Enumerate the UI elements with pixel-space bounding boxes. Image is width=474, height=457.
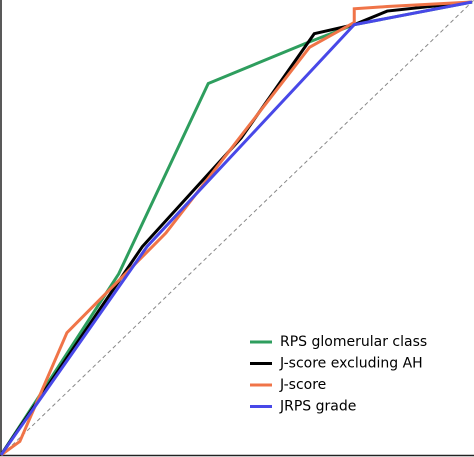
legend-label: J-score (279, 377, 326, 393)
legend-label: J-score excluding AH (279, 356, 423, 372)
legend-label: RPS glomerular class (280, 334, 427, 350)
legend-label: JRPS grade (279, 399, 356, 415)
